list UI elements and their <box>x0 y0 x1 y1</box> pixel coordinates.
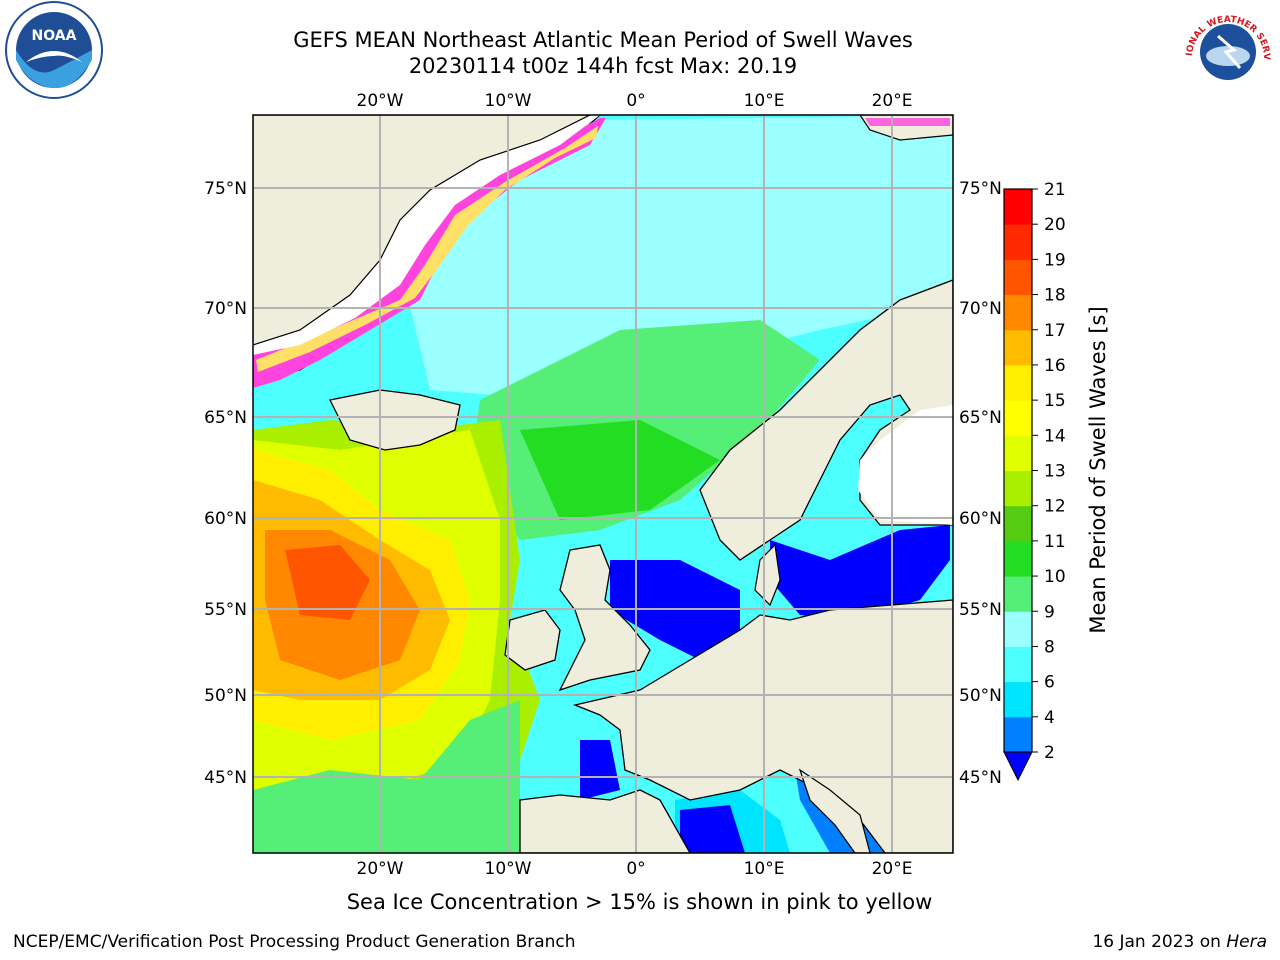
map-field <box>253 115 953 853</box>
noaa-logo-text: NOAA <box>32 28 77 44</box>
lat-label-right: 65°N <box>959 408 1002 428</box>
swell-zone-11s <box>520 420 720 520</box>
colorbar-tick-label: 10 <box>1044 567 1066 587</box>
lon-label-top: 10°E <box>744 91 785 111</box>
colorbar-tick-label: 18 <box>1044 286 1066 306</box>
colorbar-tick-label: 21 <box>1044 180 1066 200</box>
greenland-land <box>253 115 591 346</box>
italy <box>798 768 871 853</box>
lat-label-left: 60°N <box>204 509 247 529</box>
colorbar-tick-label: 9 <box>1044 602 1055 622</box>
swell-zone-9s <box>380 115 953 400</box>
colorbar-segment <box>1004 611 1032 647</box>
colorbar: 2 4 6 8 9 10 11 12 13 14 15 16 17 18 19 20 21 <box>1003 180 1066 782</box>
map-frame <box>252 114 954 854</box>
colorbar-segment <box>1004 294 1032 331</box>
map-title: GEFS MEAN Northeast Atlantic Mean Period… <box>293 28 913 52</box>
ireland <box>504 609 561 671</box>
colorbar-segment <box>1004 224 1032 260</box>
colorbar-segment <box>1004 259 1032 296</box>
colorbar-tick-label: 15 <box>1044 391 1066 411</box>
lat-label-right: 75°N <box>959 179 1002 199</box>
footer-date-text: 16 Jan 2023 on <box>1092 932 1221 952</box>
colorbar-segment <box>1004 576 1032 612</box>
lat-label-right: 55°N <box>959 600 1002 620</box>
swell-zone-19s <box>285 545 370 620</box>
lon-label-bottom: 10°W <box>485 859 532 879</box>
colorbar-segment <box>1004 646 1032 683</box>
gulf-of-bothnia <box>858 405 953 525</box>
footer-date: 16 Jan 2023 on Hera <box>1092 932 1267 952</box>
iberia <box>519 789 691 853</box>
colorbar-segment <box>1004 540 1032 577</box>
lon-label-bottom: 0° <box>626 859 645 879</box>
footer-machine: Hera <box>1226 932 1267 952</box>
lon-label-bottom: 10°E <box>744 859 785 879</box>
lon-label-top: 0° <box>626 91 645 111</box>
colorbar-segment <box>1004 505 1032 542</box>
colorbar-tick-label: 19 <box>1044 250 1066 270</box>
colorbar-segment <box>1004 681 1032 718</box>
sea-ice-yellow <box>256 126 598 372</box>
lon-label-top: 20°E <box>872 91 913 111</box>
baltic-low <box>770 525 950 620</box>
lat-label-right: 70°N <box>959 299 1002 319</box>
colorbar-tick-label: 20 <box>1044 215 1066 235</box>
colorbar-tick-label: 2 <box>1044 743 1055 763</box>
lat-label-right: 50°N <box>959 686 1002 706</box>
colorbar-extend-triangle <box>1003 751 1033 782</box>
colorbar-tick-label: 4 <box>1044 708 1055 728</box>
med-west-low <box>680 805 745 853</box>
iceland <box>329 389 461 451</box>
colorbar-tick-label: 6 <box>1044 673 1055 693</box>
colorbar-tick-label: 12 <box>1044 497 1066 517</box>
lon-label-bottom: 20°W <box>357 859 404 879</box>
lon-label-top: 20°W <box>357 91 404 111</box>
lon-label-bottom: 20°E <box>872 859 913 879</box>
lat-label-left: 70°N <box>204 299 247 319</box>
footer-credit: NCEP/EMC/Verification Post Processing Pr… <box>13 932 576 952</box>
colorbar-tick-label: 17 <box>1044 321 1066 341</box>
lat-label-right: 45°N <box>959 768 1002 788</box>
lon-label-top: 10°W <box>485 91 532 111</box>
lat-label-left: 50°N <box>204 686 247 706</box>
colorbar-segment <box>1004 400 1032 436</box>
colorbar-segment <box>1004 470 1032 507</box>
colorbar-tick-label: 8 <box>1044 637 1055 657</box>
noaa-logo: NOAA <box>5 1 103 99</box>
svalbard-ice <box>865 118 950 126</box>
colorbar-tick-label: 13 <box>1044 462 1066 482</box>
lat-label-left: 45°N <box>204 768 247 788</box>
colorbar-tick-label: 14 <box>1044 426 1066 446</box>
lat-label-left: 75°N <box>204 179 247 199</box>
map-subtitle: 20230114 t00z 144h fcst Max: 20.19 <box>408 54 798 78</box>
colorbar-tick-label: 16 <box>1044 356 1066 376</box>
nws-logo: NATIONAL WEATHER SERVICE <box>1178 0 1276 98</box>
colorbar-label: Mean Period of Swell Waves [s] <box>1086 306 1110 634</box>
colorbar-segment <box>1004 189 1032 225</box>
denmark <box>754 543 781 607</box>
lat-label-left: 55°N <box>204 600 247 620</box>
colorbar-segment <box>1004 364 1032 401</box>
colorbar-segment <box>1004 329 1032 366</box>
colorbar-segment <box>1004 716 1032 753</box>
great-britain <box>558 544 651 692</box>
sea-ice-note: Sea Ice Concentration > 15% is shown in … <box>346 890 933 914</box>
colorbar-segment <box>1004 435 1032 471</box>
lat-label-left: 65°N <box>204 408 247 428</box>
bay-low <box>580 740 620 800</box>
lat-label-right: 60°N <box>959 509 1002 529</box>
gridlines <box>253 115 953 853</box>
colorbar-tick-label: 11 <box>1044 532 1066 552</box>
